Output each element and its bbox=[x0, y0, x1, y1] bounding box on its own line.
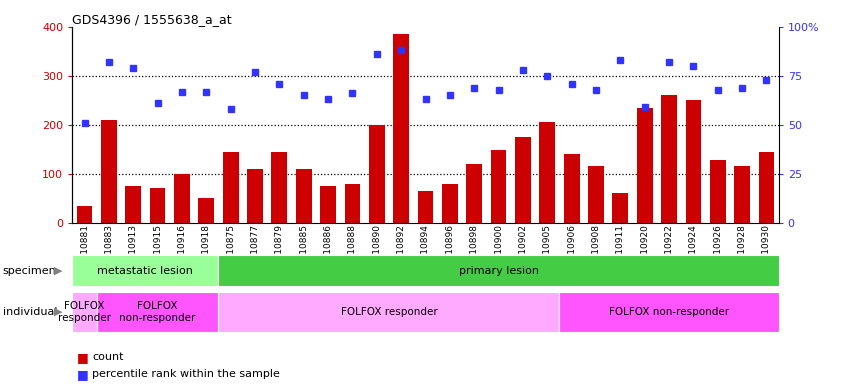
Text: FOLFOX
non-responder: FOLFOX non-responder bbox=[119, 301, 196, 323]
Bar bbox=[97, 292, 219, 332]
Bar bbox=[588, 166, 604, 223]
Bar bbox=[77, 205, 93, 223]
Text: ■: ■ bbox=[77, 368, 89, 381]
Text: ■: ■ bbox=[77, 351, 89, 364]
Bar bbox=[247, 169, 263, 223]
Bar bbox=[219, 292, 559, 332]
Text: individual: individual bbox=[3, 307, 57, 317]
Bar bbox=[686, 100, 701, 223]
Bar bbox=[710, 160, 726, 223]
Bar bbox=[219, 255, 779, 286]
Bar bbox=[125, 186, 141, 223]
Bar bbox=[150, 189, 165, 223]
Text: percentile rank within the sample: percentile rank within the sample bbox=[92, 369, 280, 379]
Bar bbox=[174, 174, 190, 223]
Text: FOLFOX
responder: FOLFOX responder bbox=[58, 301, 111, 323]
Text: count: count bbox=[92, 352, 123, 362]
Bar bbox=[223, 152, 238, 223]
Text: FOLFOX responder: FOLFOX responder bbox=[340, 307, 437, 317]
Text: GDS4396 / 1555638_a_at: GDS4396 / 1555638_a_at bbox=[72, 13, 232, 26]
Bar bbox=[466, 164, 483, 223]
Bar bbox=[491, 150, 506, 223]
Bar bbox=[296, 169, 311, 223]
Bar bbox=[540, 122, 555, 223]
Bar bbox=[393, 34, 409, 223]
Bar bbox=[563, 154, 580, 223]
Bar bbox=[613, 194, 628, 223]
Bar bbox=[101, 120, 117, 223]
Bar bbox=[637, 108, 653, 223]
Text: specimen: specimen bbox=[3, 266, 56, 276]
Text: ▶: ▶ bbox=[54, 307, 62, 317]
Bar bbox=[758, 152, 774, 223]
Text: metastatic lesion: metastatic lesion bbox=[98, 266, 193, 276]
Bar bbox=[198, 198, 214, 223]
Bar bbox=[661, 95, 677, 223]
Bar bbox=[320, 186, 336, 223]
Bar bbox=[442, 184, 458, 223]
Bar bbox=[72, 292, 97, 332]
Bar bbox=[271, 152, 288, 223]
Bar bbox=[559, 292, 779, 332]
Bar bbox=[368, 125, 385, 223]
Bar bbox=[72, 255, 219, 286]
Bar bbox=[515, 137, 531, 223]
Text: FOLFOX non-responder: FOLFOX non-responder bbox=[609, 307, 729, 317]
Bar bbox=[418, 191, 433, 223]
Bar bbox=[734, 166, 750, 223]
Text: ▶: ▶ bbox=[54, 266, 62, 276]
Bar bbox=[345, 184, 360, 223]
Text: primary lesion: primary lesion bbox=[459, 266, 539, 276]
